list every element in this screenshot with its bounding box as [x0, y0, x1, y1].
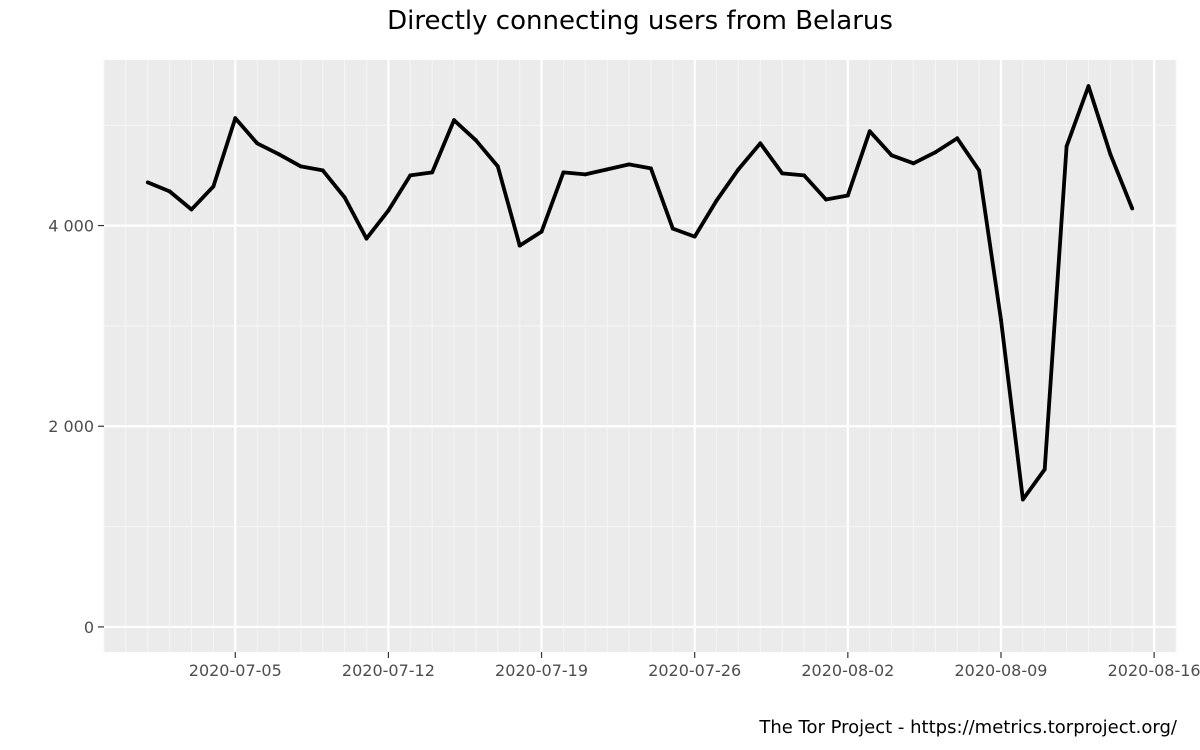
- data-point: [670, 226, 675, 231]
- data-point: [605, 167, 610, 172]
- data-point: [889, 153, 894, 158]
- plot-panel: [104, 60, 1176, 652]
- data-point: [189, 207, 194, 212]
- series-line: [147, 84, 1134, 502]
- data-point: [802, 173, 806, 178]
- data-point: [211, 184, 216, 189]
- data-point: [845, 193, 850, 198]
- data-point: [539, 229, 544, 234]
- data-point: [824, 197, 828, 202]
- x-tick-label: 2020-08-09: [954, 661, 1047, 680]
- data-point: [758, 141, 763, 146]
- data-point: [342, 195, 347, 200]
- data-point: [167, 189, 172, 194]
- data-point: [320, 168, 325, 173]
- data-point: [627, 162, 631, 167]
- data-point: [1042, 467, 1047, 472]
- data-point: [736, 167, 741, 172]
- data-point: [233, 116, 238, 121]
- data-point: [714, 198, 719, 203]
- data-point: [517, 243, 522, 248]
- data-point: [1064, 144, 1069, 149]
- data-point: [955, 136, 960, 141]
- data-point: [408, 173, 413, 178]
- chart-title: Directly connecting users from Belarus: [387, 6, 893, 36]
- data-point: [298, 164, 303, 169]
- x-tick-label: 2020-07-12: [342, 661, 435, 680]
- data-point: [452, 118, 456, 123]
- data-point: [430, 170, 435, 175]
- data-point: [867, 129, 872, 134]
- data-point: [1020, 497, 1025, 502]
- data-point: [780, 171, 785, 176]
- data-point: [561, 170, 566, 175]
- data-point: [911, 161, 916, 166]
- chart-caption: The Tor Project - https://metrics.torpro…: [759, 717, 1177, 738]
- data-point: [495, 164, 500, 169]
- data-point: [1130, 206, 1135, 211]
- data-point: [1086, 84, 1091, 88]
- x-tick-label: 2020-07-19: [495, 661, 588, 680]
- data-point: [933, 150, 938, 155]
- x-tick-label: 2020-08-16: [1108, 661, 1200, 680]
- x-tick-label: 2020-07-05: [189, 661, 282, 680]
- data-point: [277, 152, 281, 157]
- y-tick-label: 4 000: [48, 217, 94, 236]
- data-point: [692, 234, 697, 239]
- data-point: [583, 172, 588, 177]
- data-point: [649, 166, 653, 171]
- y-tick-label: 2 000: [48, 417, 94, 436]
- data-point: [145, 180, 150, 185]
- x-tick-label: 2020-08-02: [801, 661, 894, 680]
- data-point: [364, 236, 369, 241]
- data-point: [977, 168, 982, 173]
- data-point: [999, 317, 1003, 322]
- data-point: [255, 141, 260, 146]
- x-tick-label: 2020-07-26: [648, 661, 741, 680]
- data-point: [1108, 152, 1113, 157]
- y-tick-label: 0: [84, 618, 94, 637]
- data-point: [386, 208, 391, 213]
- data-point: [474, 138, 478, 143]
